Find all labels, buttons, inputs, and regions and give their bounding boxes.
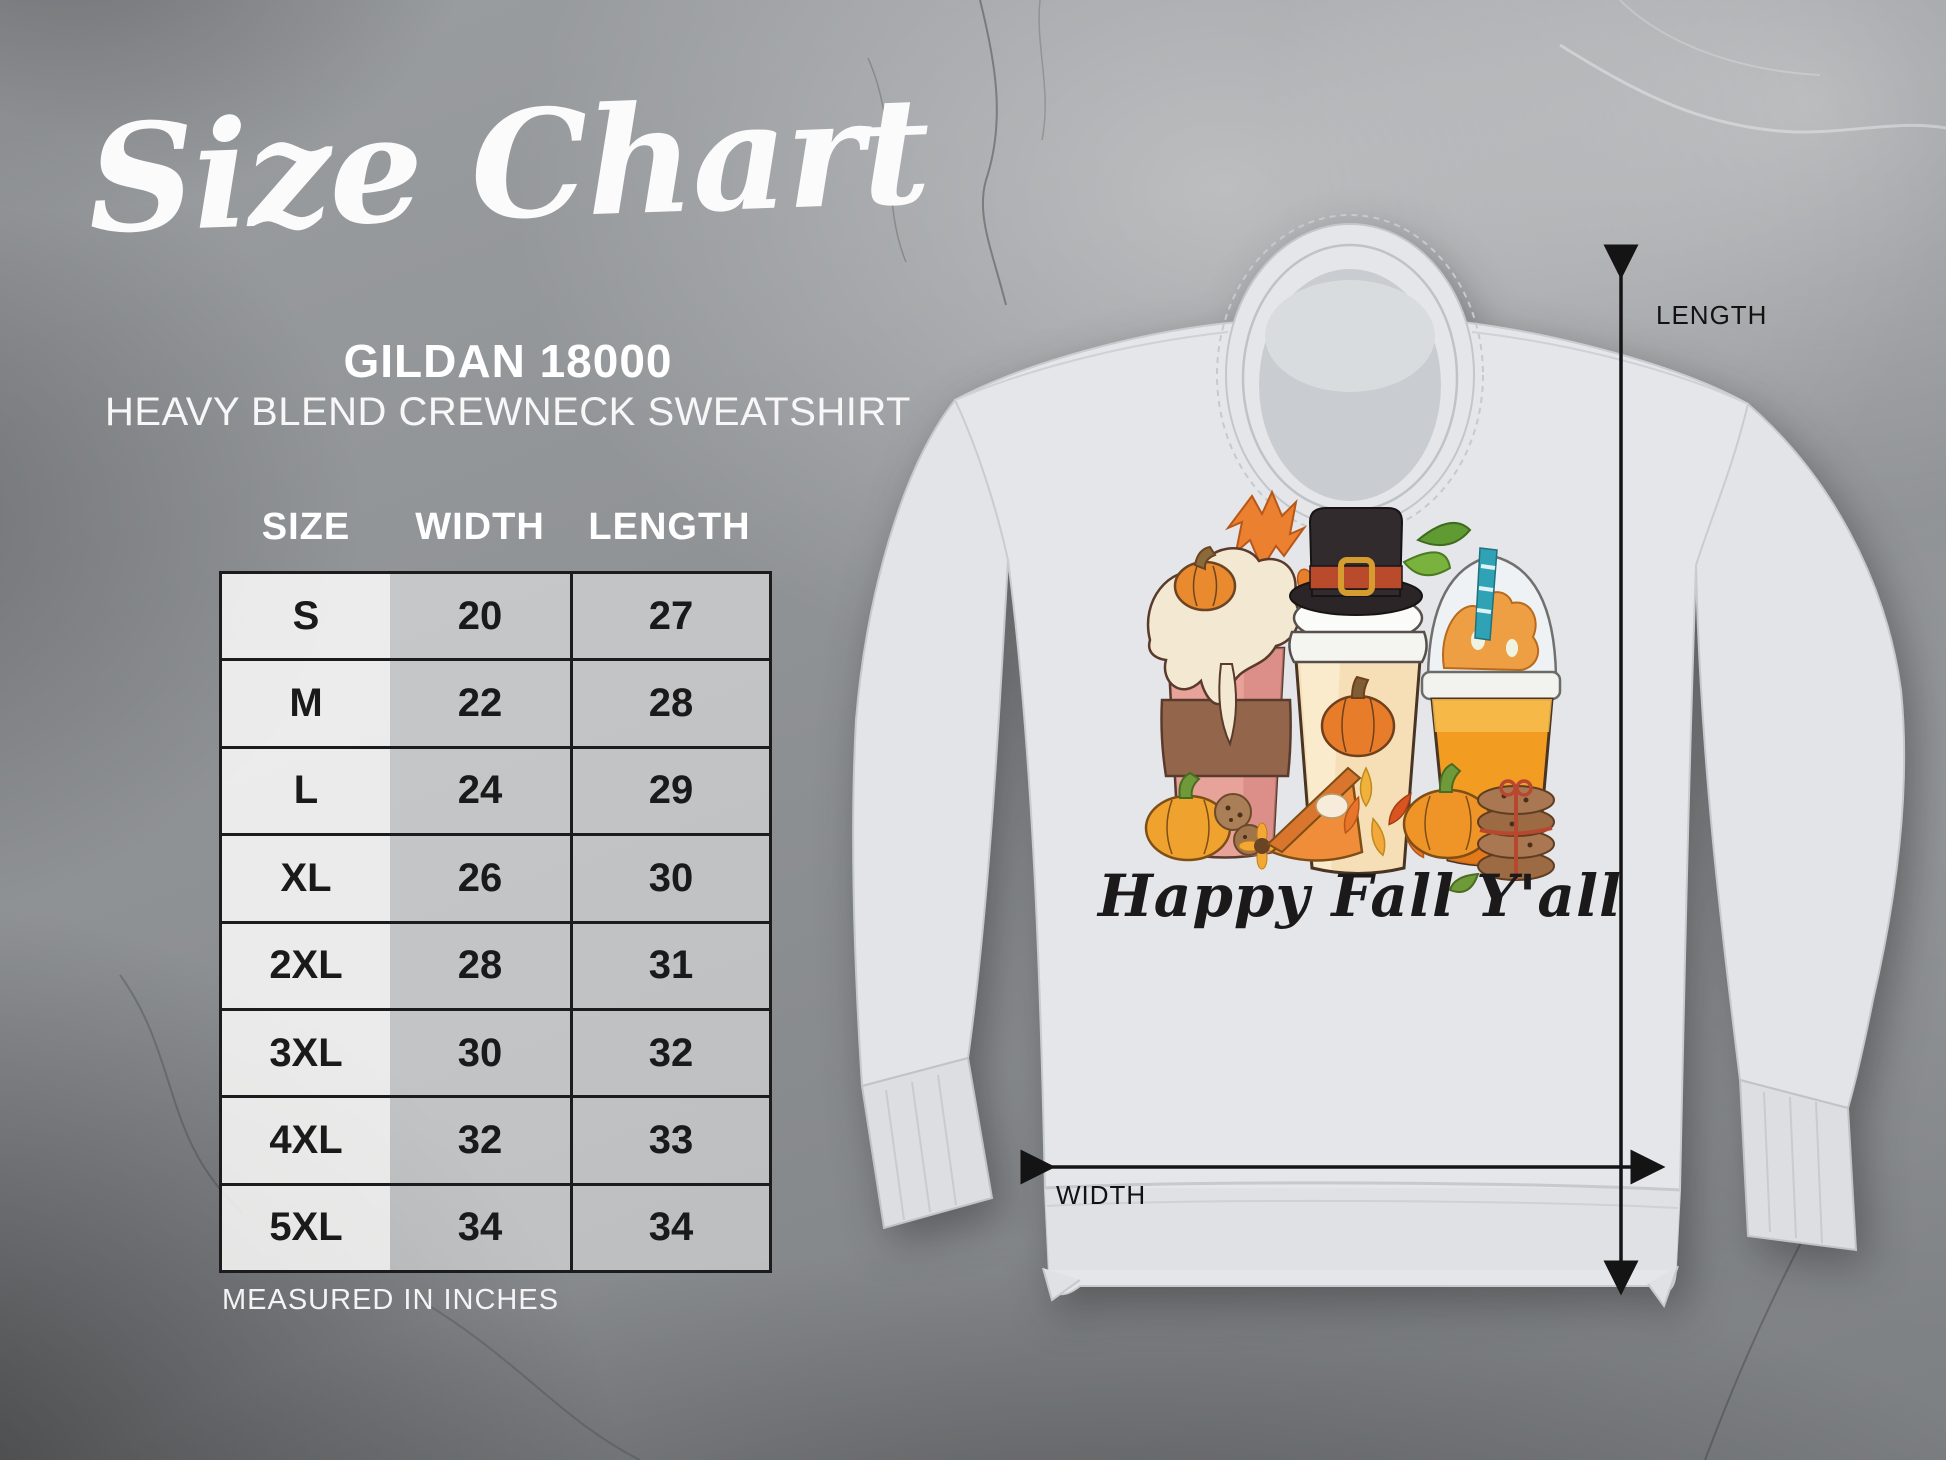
hem-tips bbox=[1042, 1265, 1679, 1309]
lid-ring bbox=[1420, 670, 1562, 701]
table-cell: 20 bbox=[390, 574, 570, 659]
table-cell: 24 bbox=[390, 748, 570, 834]
right-cuff bbox=[1738, 1078, 1858, 1252]
table-cell: 27 bbox=[570, 574, 769, 659]
cuff-ribbing bbox=[1763, 1091, 1823, 1244]
table-cell: 2XL bbox=[222, 923, 390, 1008]
leaf-icon bbox=[1448, 872, 1480, 893]
table-cell: L bbox=[222, 748, 390, 834]
column-header: SIZE bbox=[261, 506, 351, 548]
pumpkin-icon bbox=[1320, 694, 1396, 758]
latte-cup-icon bbox=[1146, 545, 1301, 859]
leaf-icon bbox=[1402, 551, 1452, 577]
design-text: Happy Fall Y'all bbox=[1096, 862, 1622, 930]
fall-accents bbox=[1144, 762, 1555, 893]
cuff-ribbing bbox=[885, 1074, 957, 1221]
measurement-note: MEASURED IN INCHES bbox=[222, 1284, 560, 1316]
leaf-icon bbox=[1416, 521, 1472, 547]
product-name: GILDAN 18000 bbox=[343, 335, 673, 387]
table-cell: 34 bbox=[570, 1185, 769, 1270]
marble-vein bbox=[1619, 0, 1821, 76]
table-cell: 33 bbox=[570, 1098, 769, 1183]
table-row: 2XL 28 31 bbox=[222, 920, 769, 1008]
pumpkin-latte-design: Happy Fall Y'all bbox=[1096, 489, 1622, 930]
hem-band bbox=[1045, 1188, 1680, 1270]
collar-stitching bbox=[1216, 214, 1484, 536]
table-cell: 5XL bbox=[222, 1185, 390, 1270]
product-description: HEAVY BLEND CREWNECK SWEATSHIRT bbox=[104, 390, 911, 434]
collar-back bbox=[1265, 280, 1435, 392]
cookie-stack-icon bbox=[1448, 779, 1555, 893]
column-header: WIDTH bbox=[415, 506, 545, 548]
table-cell: 31 bbox=[570, 923, 769, 1008]
straw-icon bbox=[1474, 547, 1498, 641]
hat-buckle bbox=[1338, 557, 1375, 596]
table-cell: S bbox=[222, 574, 390, 659]
left-cuff bbox=[860, 1056, 994, 1230]
cookie-icon bbox=[1214, 793, 1252, 831]
size-table: S 20 27 M 22 28 L 24 29 XL 26 30 2XL 28 31 3XL 30 32 4XL 32… bbox=[219, 571, 772, 1273]
table-cell: 28 bbox=[390, 923, 570, 1008]
table-cell: 30 bbox=[390, 1010, 570, 1096]
table-row: 3XL 30 32 bbox=[222, 1007, 769, 1096]
hem-seam bbox=[1046, 1199, 1679, 1209]
marble-vein bbox=[1559, 43, 1946, 134]
sweatshirt: Happy Fall Y'all bbox=[852, 214, 1906, 1309]
size-table-header: SIZE WIDTH LENGTH bbox=[222, 506, 769, 549]
maple-leaf-icon bbox=[1343, 766, 1425, 859]
table-cell: 34 bbox=[390, 1185, 570, 1270]
crack-line bbox=[419, 1299, 641, 1460]
table-cell: 4XL bbox=[222, 1098, 390, 1183]
pie-slice-icon bbox=[1266, 766, 1364, 862]
table-row: L 24 29 bbox=[222, 745, 769, 834]
table-cell: 32 bbox=[390, 1098, 570, 1183]
hat-band bbox=[1309, 565, 1403, 590]
crack-line bbox=[119, 974, 243, 1213]
table-row: 4XL 32 33 bbox=[222, 1095, 769, 1183]
ribbon bbox=[1479, 786, 1553, 880]
table-cell: 32 bbox=[570, 1010, 769, 1096]
table-cell: 3XL bbox=[222, 1010, 390, 1096]
crack-line bbox=[979, 0, 1007, 306]
crack-line bbox=[867, 57, 907, 263]
table-row: S 20 27 bbox=[222, 574, 769, 659]
column-header: LENGTH bbox=[588, 506, 751, 548]
length-label: LENGTH bbox=[1656, 300, 1768, 330]
cream-drip bbox=[1218, 663, 1237, 747]
table-cell: 28 bbox=[570, 661, 769, 746]
table-cell: 26 bbox=[390, 836, 570, 921]
width-label: WIDTH bbox=[1056, 1180, 1147, 1210]
table-row: XL 26 30 bbox=[222, 833, 769, 921]
table-cell: XL bbox=[222, 836, 390, 921]
maple-leaf-icon bbox=[1224, 489, 1307, 571]
crack-line bbox=[1038, 0, 1046, 141]
left-sleeve bbox=[852, 398, 1010, 1088]
right-sleeve bbox=[1694, 402, 1906, 1110]
table-row: 5XL 34 34 bbox=[222, 1182, 769, 1270]
table-cell: M bbox=[222, 661, 390, 746]
table-cell: 22 bbox=[390, 661, 570, 746]
table-row: M 22 28 bbox=[222, 658, 769, 746]
table-cell: 30 bbox=[570, 836, 769, 921]
table-cell: 29 bbox=[570, 748, 769, 834]
